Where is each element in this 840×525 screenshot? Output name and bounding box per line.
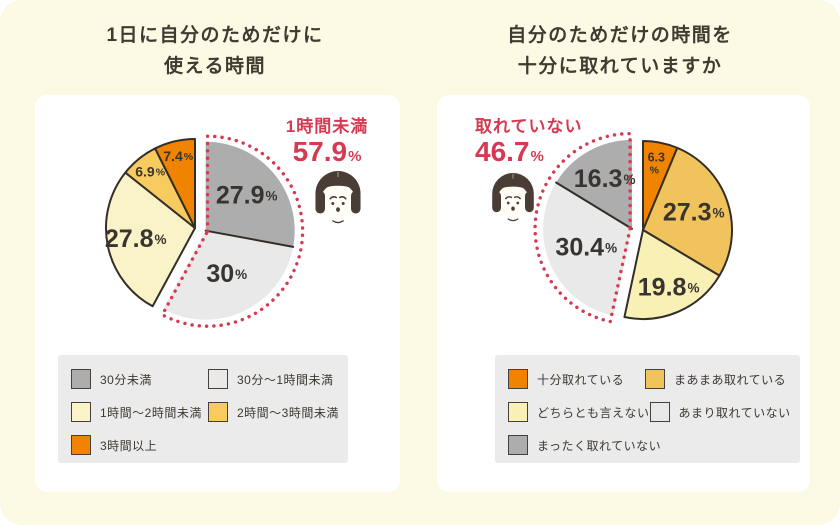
callout-label: 取れていない [475, 117, 583, 136]
chart-title-left-line2: 使える時間 [164, 56, 266, 77]
pie-slice-divider [555, 181, 634, 230]
legend-swatch [645, 369, 665, 389]
legend-item: 1時間〜2時間未満 [71, 402, 208, 422]
slice-percent-label: 30.4% [555, 233, 617, 261]
legend-item: まったく取れていない [508, 435, 661, 455]
pie-slice [623, 229, 721, 320]
chart-title-left-line1: 1日に自分のためだけに [106, 25, 324, 46]
worried-woman-face-icon [312, 169, 364, 225]
legend-label: どちらとも言えない [537, 405, 650, 420]
slice-percent-label: 6.9% [135, 163, 165, 179]
callout-value: 57.9% [292, 136, 362, 167]
legend-swatch [71, 369, 91, 389]
pie-slice [105, 171, 196, 308]
legend-swatch [508, 435, 528, 455]
legend-label: あまり取れていない [678, 405, 791, 420]
callout-not-enough-time: 取れていない 46.7% [475, 117, 635, 172]
legend-item: まあまあ取れている [645, 369, 786, 389]
legend-left: 30分未満 30分〜1時間未満 1時間〜2時間未満 2時間〜3時間未満 3時間以上 [58, 355, 348, 463]
legend-item: どちらとも言えない [508, 402, 650, 422]
legend-row: 30分未満 30分〜1時間未満 [71, 369, 340, 389]
legend-label: まあまあ取れている [674, 372, 787, 387]
legend-right: 十分取れている まあまあ取れているどちらとも言えない あまり取れていないまったく取れ… [495, 355, 800, 463]
slice-percent-label: 27.3% [663, 198, 725, 226]
chart-title-right-line2: 十分に取れていますか [517, 56, 723, 77]
legend-item: 2時間〜3時間未満 [208, 402, 345, 422]
callout-under-1-hour: 1時間未満 57.9% [260, 117, 394, 172]
chart-card-right: 6.3% 27.3% 19.8% 30.4% 16.3% 取れていない 46.7% 十分… [437, 95, 810, 492]
legend-row: 十分取れている まあまあ取れている [508, 369, 792, 389]
slice-percent-label: 7.4% [163, 148, 193, 164]
pie-chart-right: 6.3% 27.3% 19.8% 30.4% 16.3% [533, 131, 733, 324]
chart-title-right: 自分のためだけの時間を 十分に取れていますか [430, 20, 810, 82]
legend-swatch [71, 402, 91, 422]
legend-row: 3時間以上 [71, 435, 340, 455]
highlight-dotted-outline [160, 134, 305, 328]
legend-swatch [71, 435, 91, 455]
slice-percent-label: 19.8% [638, 273, 700, 301]
chart-title-left: 1日に自分のためだけに 使える時間 [30, 20, 400, 82]
legend-swatch [649, 402, 670, 422]
legend-label: まったく取れていない [537, 438, 662, 453]
pie-slice [556, 139, 633, 229]
pie-slice [642, 146, 733, 277]
chart-title-right-line1: 自分のためだけの時間を [507, 25, 733, 46]
legend-swatch [208, 369, 228, 389]
pie-slice-divider [204, 229, 295, 248]
pie-chart-left: 27.9% 30% 27.8% 6.9%7.4% [105, 134, 305, 328]
slice-percent-label: 30% [206, 259, 247, 287]
slice-percent-label: 6.3 [648, 151, 665, 165]
legend-swatch [508, 402, 528, 422]
slice-percent-label: 16.3% [574, 165, 636, 193]
legend-label: 2時間〜3時間未満 [237, 405, 339, 420]
chart-card-left: 27.9% 30% 27.8% 6.9% 7.4% 1時間未満 57.9% 30分未満 3… [35, 95, 400, 492]
pie-slice [205, 141, 295, 247]
legend-item: 30分未満 [71, 369, 208, 389]
legend-item: 十分取れている [508, 369, 645, 389]
legend-item: あまり取れていない [649, 402, 791, 422]
legend-item: 3時間以上 [71, 435, 208, 455]
pie-slice [154, 138, 196, 229]
legend-swatch [208, 402, 228, 422]
legend-label: 十分取れている [537, 372, 625, 387]
slice-percent-label: 27.8% [105, 225, 167, 253]
slice-percent-label: 27.9% [216, 181, 278, 209]
legend-label: 1時間〜2時間未満 [100, 405, 202, 420]
legend-row: どちらとも言えない あまり取れていない [508, 402, 792, 422]
callout-label: 1時間未満 [285, 117, 369, 136]
legend-label: 30分〜1時間未満 [237, 372, 334, 387]
legend-row: 1時間〜2時間未満 2時間〜3時間未満 [71, 402, 340, 422]
slice-percent-label: % [650, 165, 660, 177]
legend-row: まったく取れていない [508, 435, 792, 455]
legend-swatch [508, 369, 528, 389]
worried-woman-face-icon [489, 171, 537, 223]
callout-value: 46.7% [475, 136, 544, 167]
legend-item: 30分〜1時間未満 [208, 369, 345, 389]
legend-label: 30分未満 [100, 372, 152, 387]
legend-label: 3時間以上 [100, 438, 158, 453]
highlight-dotted-outline [533, 131, 632, 324]
